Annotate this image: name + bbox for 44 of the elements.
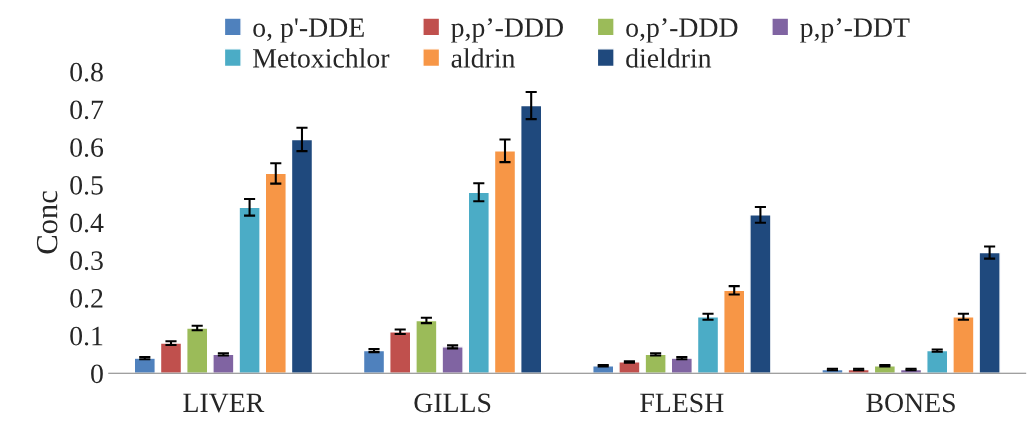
legend-label: o, p'-DDE bbox=[253, 18, 364, 43]
bar bbox=[212, 353, 235, 374]
bar bbox=[389, 331, 412, 374]
y-tick-label: 0.4 bbox=[70, 213, 104, 233]
bar bbox=[264, 172, 287, 374]
bar bbox=[926, 349, 949, 374]
y-axis-title: Conc bbox=[36, 191, 58, 254]
x-tick-label: GILLS bbox=[414, 393, 491, 413]
bar bbox=[159, 342, 183, 374]
y-tick-label: 0.2 bbox=[70, 289, 103, 308]
legend-label: p,p’-DDD bbox=[451, 18, 563, 43]
y-tick-label: 0.3 bbox=[70, 251, 103, 271]
y-tick-label: 0.8 bbox=[70, 62, 103, 82]
bar bbox=[644, 353, 667, 374]
bar bbox=[186, 327, 209, 374]
x-tick-label: FLESH bbox=[640, 393, 724, 413]
legend-label: p,p’-DDT bbox=[800, 18, 910, 43]
bar bbox=[415, 319, 438, 374]
bar bbox=[696, 315, 720, 374]
legend-label: aldrin bbox=[451, 48, 516, 68]
bar bbox=[362, 349, 386, 374]
y-tick-label: 0.6 bbox=[70, 138, 104, 158]
x-tick-label: BONES bbox=[866, 393, 955, 413]
y-tick-label: 0.7 bbox=[70, 100, 104, 120]
legend-label: o,p’-DDD bbox=[626, 18, 738, 43]
y-tick-label: 0 bbox=[91, 364, 103, 384]
x-tick-label: LIVER bbox=[183, 393, 265, 413]
bar bbox=[441, 346, 464, 374]
bar bbox=[978, 251, 1001, 374]
bar bbox=[618, 361, 641, 374]
bar bbox=[493, 150, 517, 374]
bar bbox=[467, 191, 490, 374]
y-tick-label: 0.5 bbox=[70, 175, 103, 195]
bar bbox=[670, 357, 693, 374]
bar bbox=[133, 357, 156, 374]
y-tick-label: 0.1 bbox=[70, 326, 103, 346]
bar bbox=[723, 289, 746, 374]
legend-label: Metoxichlor bbox=[253, 48, 390, 68]
legend-label: dieldrin bbox=[626, 48, 712, 68]
bar bbox=[952, 315, 975, 374]
bar bbox=[749, 214, 772, 374]
bar bbox=[520, 104, 543, 374]
bar bbox=[290, 138, 314, 374]
bar bbox=[238, 206, 261, 374]
